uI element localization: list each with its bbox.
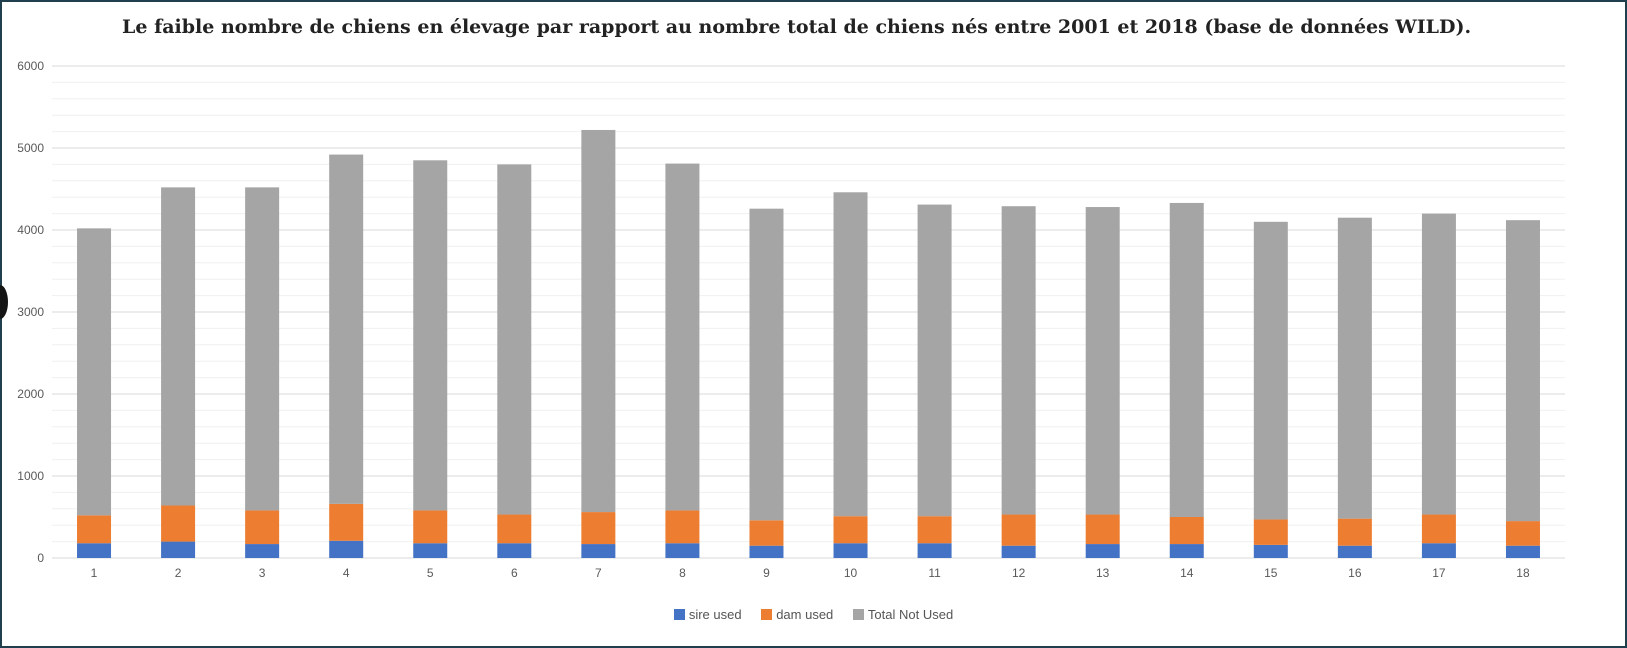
bar-segment — [833, 192, 868, 517]
bar-segment — [329, 154, 364, 504]
bar-segment — [77, 228, 112, 516]
dark-edge-circle — [0, 285, 8, 319]
bar-segment — [329, 503, 364, 541]
y-tick-label: 2000 — [17, 387, 44, 401]
x-tick-label: 16 — [1348, 566, 1362, 580]
legend-swatch-sire — [673, 609, 685, 620]
bar-segment — [749, 208, 784, 521]
bar-segment — [161, 505, 196, 542]
x-tick-label: 1 — [91, 566, 98, 580]
x-tick-label: 9 — [763, 566, 770, 580]
bar-segment — [581, 544, 616, 558]
legend-swatch-total-not-used — [852, 609, 864, 620]
y-tick-label: 6000 — [17, 59, 44, 73]
y-tick-label: 1000 — [17, 469, 44, 483]
legend-item-sire: sire used — [673, 607, 742, 622]
bar-segment — [1505, 521, 1540, 546]
bar-segment — [1253, 544, 1288, 558]
y-tick-label: 4000 — [17, 223, 44, 237]
bar-segment — [833, 516, 868, 544]
legend-label-sire: sire used — [688, 607, 742, 622]
bar-segment — [749, 520, 784, 546]
x-tick-label: 10 — [844, 566, 858, 580]
legend-swatch-dam — [761, 609, 773, 620]
bar-segment — [1505, 220, 1540, 522]
bar-segment — [1169, 517, 1204, 545]
legend-item-total-not-used: Total Not Used — [852, 607, 954, 622]
bar-segment — [77, 515, 112, 544]
chart-title: Le faible nombre de chiens en élevage pa… — [122, 16, 1472, 38]
bar-segment — [581, 129, 616, 513]
bar-segment — [1169, 202, 1204, 517]
bar-segment — [1085, 207, 1120, 515]
x-tick-label: 17 — [1432, 566, 1446, 580]
x-tick-label: 4 — [343, 566, 350, 580]
bar-segment — [665, 163, 700, 511]
bar-segment — [413, 160, 448, 511]
bar-segment — [581, 512, 616, 545]
bar-segment — [749, 545, 784, 558]
bar-segment — [413, 543, 448, 558]
bar-segment — [1337, 545, 1372, 558]
bar-segment — [497, 543, 532, 558]
bar-segment — [1085, 544, 1120, 558]
bar-segment — [1337, 518, 1372, 546]
bar-segment — [665, 510, 700, 544]
y-tick-label: 3000 — [17, 305, 44, 319]
bar-segment — [497, 514, 532, 544]
x-tick-label: 2 — [175, 566, 182, 580]
x-tick-label: 5 — [427, 566, 434, 580]
bar-segment — [497, 164, 532, 515]
bar-segment — [1001, 545, 1036, 558]
x-tick-label: 15 — [1264, 566, 1278, 580]
bar-segment — [161, 187, 196, 506]
legend-item-dam: dam used — [761, 607, 833, 622]
legend-label-total-not-used: Total Not Used — [867, 607, 954, 622]
bar-segment — [1169, 544, 1204, 558]
x-tick-label: 11 — [928, 566, 941, 580]
x-tick-label: 7 — [595, 566, 602, 580]
x-tick-label: 8 — [679, 566, 686, 580]
y-tick-label: 0 — [37, 551, 44, 565]
x-tick-label: 6 — [511, 566, 518, 580]
bar-segment — [77, 543, 112, 558]
x-tick-label: 12 — [1012, 566, 1026, 580]
x-tick-label: 14 — [1180, 566, 1194, 580]
bar-segment — [1001, 206, 1036, 515]
bar-segment — [833, 543, 868, 558]
bar-segment — [245, 187, 280, 511]
bar-segment — [1421, 514, 1456, 544]
bar-segment — [917, 543, 952, 558]
x-tick-label: 13 — [1096, 566, 1110, 580]
bar-segment — [413, 510, 448, 544]
x-tick-label: 3 — [259, 566, 266, 580]
legend-label-dam: dam used — [776, 607, 834, 622]
bar-segment — [1001, 514, 1036, 546]
y-tick-label: 5000 — [17, 141, 44, 155]
chart-legend: sire used dam used Total Not Used — [0, 607, 1627, 622]
bar-segment — [1337, 217, 1372, 519]
bar-segment — [1505, 545, 1540, 558]
bar-segment — [1253, 519, 1288, 545]
bar-segment — [917, 516, 952, 544]
bar-segment — [245, 544, 280, 558]
bar-segment — [917, 204, 952, 517]
bar-segment — [1085, 514, 1120, 545]
bar-segment — [1253, 221, 1288, 520]
bar-segment — [161, 541, 196, 558]
bar-segment — [1421, 543, 1456, 558]
bar-segment — [245, 510, 280, 545]
x-tick-label: 18 — [1516, 566, 1530, 580]
bar-segment — [329, 540, 364, 558]
bar-segment — [665, 543, 700, 558]
bar-segment — [1421, 213, 1456, 515]
